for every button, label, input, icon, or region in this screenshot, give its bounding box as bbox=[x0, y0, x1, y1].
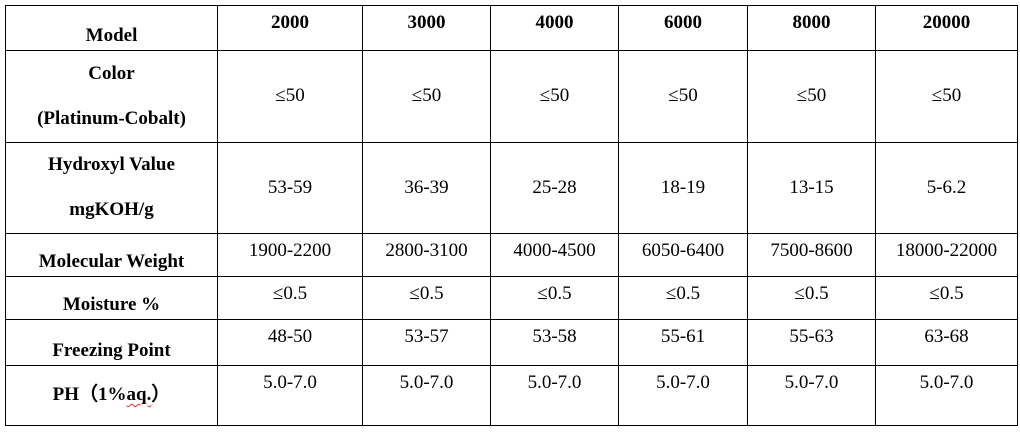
table-row-color: Color (Platinum-Cobalt) ≤50 ≤50 ≤50 ≤50 … bbox=[5, 50, 1018, 143]
model-8000-header: 8000 bbox=[747, 5, 876, 51]
table-cell: 5.0-7.0 bbox=[217, 365, 363, 426]
row-label-ph-suffix: ） bbox=[151, 384, 171, 406]
row-label-hydroxyl-line1: Hydroxyl Value bbox=[48, 154, 175, 176]
table-row-ph: PH（1%aq.） 5.0-7.0 5.0-7.0 5.0-7.0 5.0-7.… bbox=[5, 365, 1018, 426]
row-label-ph-prefix: PH（1% bbox=[52, 384, 127, 406]
table-cell: 55-63 bbox=[747, 319, 876, 366]
table-cell: 5.0-7.0 bbox=[490, 365, 619, 426]
spec-table: Model 2000 3000 4000 6000 8000 20000 Col… bbox=[5, 5, 1018, 426]
model-6000-header: 6000 bbox=[618, 5, 748, 51]
table-cell: ≤0.5 bbox=[875, 276, 1018, 320]
table-cell: 5-6.2 bbox=[875, 142, 1018, 234]
model-2000-header: 2000 bbox=[217, 5, 363, 51]
table-cell: 55-61 bbox=[618, 319, 748, 366]
table-cell: 48-50 bbox=[217, 319, 363, 366]
table-row-freezing-point: Freezing Point 48-50 53-57 53-58 55-61 5… bbox=[5, 319, 1018, 366]
table-cell: ≤50 bbox=[747, 50, 876, 143]
table-row-hydroxyl: Hydroxyl Value mgKOH/g 53-59 36-39 25-28… bbox=[5, 142, 1018, 234]
table-cell: 5.0-7.0 bbox=[875, 365, 1018, 426]
row-label-molecular-weight: Molecular Weight bbox=[5, 233, 218, 277]
table-cell: ≤50 bbox=[362, 50, 491, 143]
table-cell: 13-15 bbox=[747, 142, 876, 234]
row-label-color-line1: Color bbox=[88, 62, 135, 84]
table-cell: ≤50 bbox=[618, 50, 748, 143]
table-cell: 53-59 bbox=[217, 142, 363, 234]
model-3000-header: 3000 bbox=[362, 5, 491, 51]
table-cell: 5.0-7.0 bbox=[747, 365, 876, 426]
header-row: Model 2000 3000 4000 6000 8000 20000 bbox=[5, 5, 1018, 51]
row-label-freezing-point: Freezing Point bbox=[5, 319, 218, 366]
table-row-moisture: Moisture % ≤0.5 ≤0.5 ≤0.5 ≤0.5 ≤0.5 ≤0.5 bbox=[5, 276, 1018, 320]
row-label-color-line2: (Platinum-Cobalt) bbox=[37, 107, 186, 129]
table-cell: ≤0.5 bbox=[490, 276, 619, 320]
table-cell: ≤0.5 bbox=[362, 276, 491, 320]
row-label-hydroxyl: Hydroxyl Value mgKOH/g bbox=[5, 142, 218, 234]
table-cell: ≤0.5 bbox=[217, 276, 363, 320]
table-cell: ≤0.5 bbox=[618, 276, 748, 320]
model-20000-header: 20000 bbox=[875, 5, 1018, 51]
table-cell: 5.0-7.0 bbox=[362, 365, 491, 426]
table-cell: ≤50 bbox=[875, 50, 1018, 143]
table-cell: ≤0.5 bbox=[747, 276, 876, 320]
row-label-color: Color (Platinum-Cobalt) bbox=[5, 50, 218, 143]
table-cell: 63-68 bbox=[875, 319, 1018, 366]
model-header-label: Model bbox=[5, 5, 218, 51]
row-label-moisture: Moisture % bbox=[5, 276, 218, 320]
model-4000-header: 4000 bbox=[490, 5, 619, 51]
table-cell: 36-39 bbox=[362, 142, 491, 234]
table-row-molecular-weight: Molecular Weight 1900-2200 2800-3100 400… bbox=[5, 233, 1018, 277]
table-cell: 53-58 bbox=[490, 319, 619, 366]
table-cell: 2800-3100 bbox=[362, 233, 491, 277]
table-cell: 1900-2200 bbox=[217, 233, 363, 277]
row-label-hydroxyl-line2: mgKOH/g bbox=[69, 199, 154, 220]
table-cell: 4000-4500 bbox=[490, 233, 619, 277]
table-cell: ≤50 bbox=[490, 50, 619, 143]
table-cell: 5.0-7.0 bbox=[618, 365, 748, 426]
table-cell: 53-57 bbox=[362, 319, 491, 366]
table-cell: 25-28 bbox=[490, 142, 619, 234]
row-label-ph-spellcheck-mark: aq. bbox=[126, 384, 152, 406]
table-cell: 18-19 bbox=[618, 142, 748, 234]
row-label-ph: PH（1%aq.） bbox=[5, 365, 218, 426]
table-cell: 18000-22000 bbox=[875, 233, 1018, 277]
table-cell: 6050-6400 bbox=[618, 233, 748, 277]
table-cell: 7500-8600 bbox=[747, 233, 876, 277]
table-cell: ≤50 bbox=[217, 50, 363, 143]
